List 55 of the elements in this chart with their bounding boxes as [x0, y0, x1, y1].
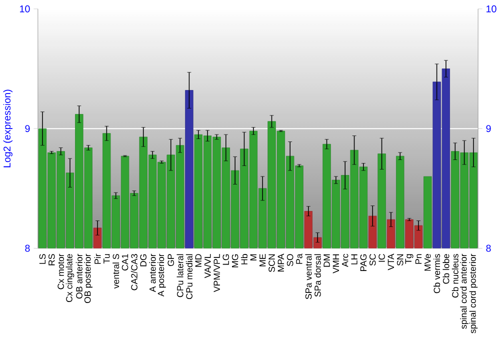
x-tick-label: spinal cord posterior — [469, 254, 478, 334]
x-tick-label: CA2/CA3 — [130, 254, 138, 290]
x-tick-label: OB posterior — [84, 254, 92, 303]
x-tick-label: LH — [351, 254, 358, 264]
x-tick-label: RS — [48, 254, 55, 266]
x-tick-label: CPu medial — [186, 254, 192, 299]
x-tick-label: ventral S — [112, 254, 120, 289]
x-tick-label: Hb — [240, 254, 248, 264]
x-tick-label: VPM/VPL — [213, 254, 220, 292]
x-tick-label: IC — [378, 254, 385, 262]
x-tick-label: DM — [324, 254, 330, 267]
y2-tick-label: 9 — [486, 125, 491, 132]
y-tick-label: 8 — [25, 244, 30, 252]
x-tick-label: M — [250, 254, 256, 260]
x-tick-label: DG — [140, 254, 146, 266]
x-tick-label: GP — [168, 254, 174, 266]
x-tick-label: A anterior — [149, 254, 156, 292]
x-tick-label: VTA — [388, 254, 394, 270]
x-tick-label: A posterior — [158, 254, 166, 296]
x-tick-label: SN — [396, 254, 404, 266]
x-tick-label: CPu lateral — [176, 254, 184, 297]
y2-tick-label: 8 — [486, 244, 491, 252]
x-tick-label: Cb nucleus — [452, 254, 458, 298]
x-tick-label: Tg — [405, 254, 414, 264]
x-tick-label: SC — [369, 254, 376, 266]
x-tick-label: Tu — [104, 254, 110, 264]
y-tick-label: 10 — [20, 5, 30, 12]
x-tick-label: SPa dorsal — [314, 254, 321, 297]
x-tick-label: SCN — [268, 254, 275, 272]
x-tick-label: SO — [286, 254, 294, 266]
x-tick-label: MD — [195, 254, 202, 267]
x-tick-label: Cb lobe — [442, 254, 450, 284]
x-tick-label: ME — [260, 254, 266, 266]
x-tick-label: VMH — [332, 254, 339, 274]
y-axis-title: Log2 (expression) — [3, 90, 12, 168]
x-tick-label: CA1 — [122, 254, 128, 270]
x-tick-label: MPA — [278, 254, 284, 272]
x-tick-label: LS — [39, 254, 46, 264]
x-tick-label: LG — [222, 254, 230, 265]
x-tick-label: MVe — [424, 254, 431, 271]
x-tick-label: VA/VL — [204, 254, 211, 278]
y-tick-label: 9 — [25, 125, 30, 132]
x-tick-label: Cx cingulate — [66, 254, 74, 302]
x-tick-label: spinal cord anterior — [460, 254, 468, 329]
x-tick-label: Arc — [342, 254, 348, 267]
x-tick-label: SPa ventral — [305, 254, 312, 300]
x-tick-label: OB anterior — [76, 254, 82, 299]
x-tick-label: Pn — [415, 254, 422, 264]
x-tick-label: Cx motor — [58, 254, 64, 290]
x-tick-label: MG — [232, 254, 238, 268]
x-tick-label: Pa — [296, 254, 302, 264]
x-tick-label: Cb vermis — [434, 254, 440, 294]
x-tick-label: PAG — [360, 254, 367, 271]
x-tick-label: Pir — [94, 254, 101, 264]
y2-tick-label: 10 — [486, 5, 496, 12]
